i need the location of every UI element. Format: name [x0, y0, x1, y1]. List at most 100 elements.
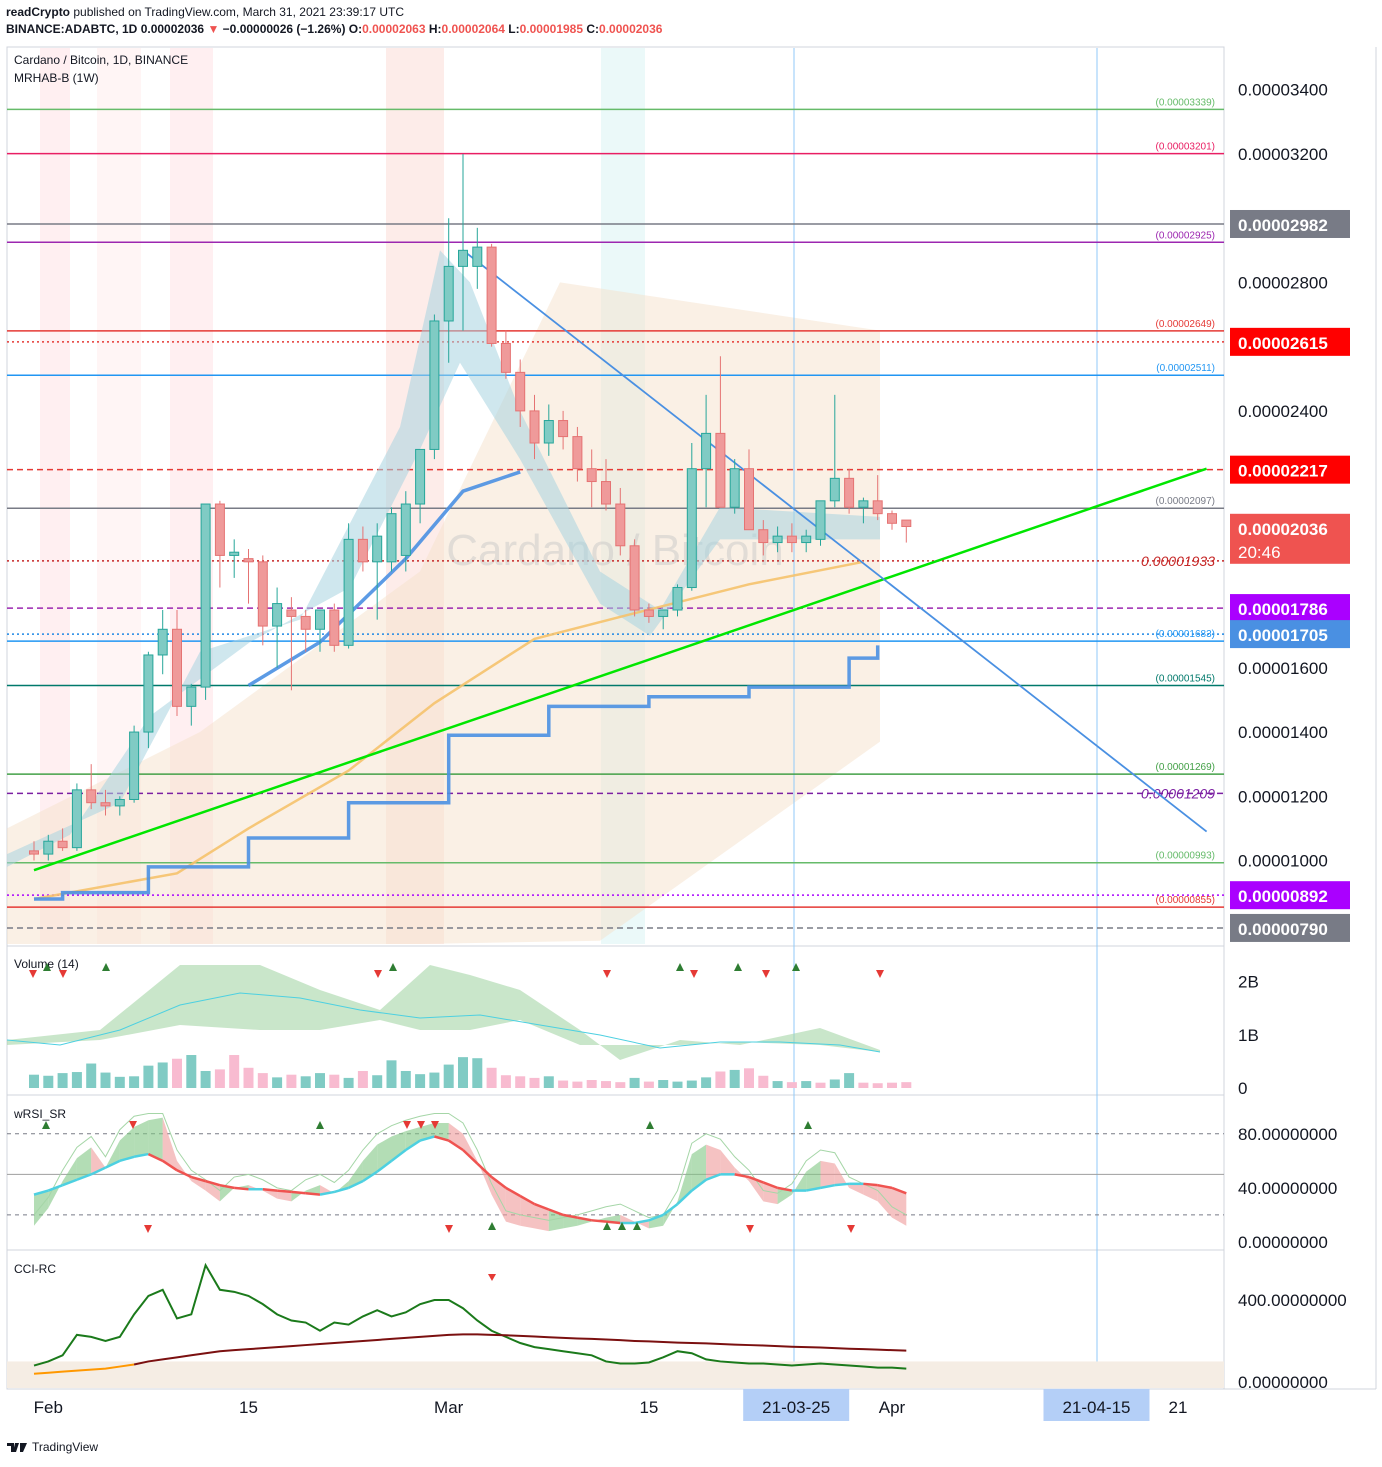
- buy-signal-icon: [792, 963, 800, 971]
- buy-signal-icon: [488, 1222, 496, 1230]
- rsi-ribbon-segment: [863, 1183, 878, 1202]
- rsi-signal-segment: [333, 1186, 349, 1194]
- rsi-thin-line: [33, 1113, 907, 1221]
- candle-body: [315, 609, 325, 630]
- volume-bar: [472, 1058, 483, 1088]
- price-badge-text: 0.00000790: [1238, 920, 1328, 939]
- rsi-signal-segment: [176, 1169, 192, 1179]
- rsi-signal-segment: [390, 1149, 407, 1162]
- last-price: 0.00002036: [140, 22, 205, 36]
- candle-body: [200, 503, 211, 688]
- rsi-signal-segment: [448, 1139, 464, 1152]
- candle-body: [386, 513, 397, 563]
- rsi-ribbon-segment: [563, 1214, 578, 1229]
- rsi-ribbon-segment: [806, 1160, 821, 1191]
- price-tick-label: 0.00001600: [1238, 659, 1328, 678]
- volume-bar: [543, 1076, 554, 1088]
- rsi-signal-segment: [305, 1192, 321, 1196]
- rsi-ribbon-segment: [334, 1181, 349, 1194]
- price-badge: [1230, 455, 1350, 484]
- rsi-signal-segment: [577, 1216, 592, 1222]
- buy-signal-icon: [734, 963, 742, 971]
- volume-bar: [200, 1070, 211, 1088]
- candle-body: [100, 802, 111, 807]
- volume-bar: [343, 1077, 354, 1088]
- symbol-label: BINANCE:ADABTC, 1D: [6, 22, 138, 36]
- volume-bar: [71, 1072, 82, 1088]
- rsi-signal-segment: [777, 1186, 793, 1192]
- rsi-signal-segment: [662, 1203, 679, 1216]
- price-badge-text: 0.00002982: [1238, 216, 1328, 235]
- time-highlight-text: 21-04-15: [1062, 1398, 1130, 1417]
- high-label: H:: [428, 22, 442, 36]
- price-badge-text: 0.00001786: [1238, 600, 1328, 619]
- volume-bar: [86, 1063, 97, 1088]
- author-name[interactable]: readCrypto: [6, 5, 71, 19]
- rsi-signal-segment: [820, 1183, 836, 1190]
- candle-body: [729, 468, 740, 508]
- volume-bar: [315, 1073, 325, 1088]
- cci-zero-band: [7, 1361, 1224, 1388]
- rsi-ribbon-segment: [534, 1204, 549, 1232]
- rsi-ribbon-segment: [34, 1190, 49, 1226]
- trend-cloud: [7, 250, 880, 867]
- moving-average-step_blue: [34, 645, 880, 901]
- rsi-signal-segment: [76, 1173, 92, 1181]
- chart-header: readCrypto published on TradingView.com,…: [0, 0, 1382, 40]
- rsi-ribbon-segment: [348, 1160, 363, 1188]
- buy-signal-icon: [389, 963, 397, 971]
- chart-canvas[interactable]: Cardano / Bitcoin(0.00003339)(0.00003201…: [0, 40, 1382, 1435]
- candle-body: [529, 410, 540, 444]
- low-value: 0.00001985: [519, 22, 584, 36]
- volume-tick-label: 0: [1238, 1079, 1247, 1098]
- volume-bar: [300, 1076, 311, 1088]
- candle-body: [172, 628, 182, 707]
- volume-bar: [815, 1082, 826, 1088]
- candle-body: [57, 840, 68, 849]
- cci-line: [33, 1262, 907, 1370]
- volume-bar: [643, 1081, 654, 1088]
- candle-body: [71, 789, 82, 849]
- price-tick-label: 0.00001200: [1238, 787, 1328, 806]
- candle-body: [114, 798, 125, 807]
- candle-body: [786, 535, 797, 544]
- volume-bar: [272, 1077, 283, 1088]
- buy-signal-icon: [43, 963, 51, 971]
- rsi-ribbon-segment: [648, 1214, 664, 1229]
- candle-body: [715, 432, 726, 508]
- rsi-ribbon-segment: [763, 1182, 778, 1205]
- level-label: (0.00001683): [1156, 629, 1216, 640]
- rsi-ribbon-segment: [405, 1127, 421, 1151]
- price-badge: [1230, 594, 1350, 623]
- candle-body: [458, 249, 468, 267]
- rsi-signal-segment: [705, 1173, 721, 1181]
- candle-body: [43, 840, 54, 855]
- rsi-ribbon-segment: [877, 1185, 892, 1218]
- rsi-signal-segment: [562, 1213, 578, 1219]
- level-label: (0.00003201): [1156, 142, 1216, 153]
- main-pane-title: Cardano / Bitcoin, 1D, BINANCE: [14, 53, 188, 67]
- rsi-signal-segment: [147, 1152, 164, 1162]
- candle-body: [601, 481, 611, 505]
- rsi-ribbon-segment: [434, 1122, 449, 1141]
- tradingview-logo-icon: [7, 1443, 27, 1452]
- cci-tick-label: 400.00000000: [1238, 1291, 1347, 1310]
- candle-body: [672, 587, 683, 611]
- volume-bar: [801, 1081, 812, 1088]
- time-tick-label: Mar: [434, 1398, 464, 1417]
- candle-body: [844, 477, 855, 508]
- candle-body: [643, 609, 654, 617]
- candle-body: [772, 535, 783, 544]
- buy-signal-icon: [646, 1121, 654, 1129]
- sell-signal-icon: [59, 970, 67, 978]
- symbol-line: BINANCE:ADABTC, 1D 0.00002036 ▼ −0.00000…: [6, 22, 662, 36]
- level-label: (0.00003339): [1156, 97, 1216, 108]
- rsi-ribbon-segment: [706, 1144, 721, 1180]
- buy-signal-icon: [603, 1222, 611, 1230]
- cci-pane-title: CCI-RC: [14, 1262, 56, 1276]
- trendline-green_support: [33, 467, 1208, 872]
- time-highlight-badge: [1043, 1389, 1150, 1421]
- rsi-ribbon-segment: [362, 1144, 378, 1182]
- price-change: −0.00000026 (−1.26%): [222, 22, 346, 36]
- volume-bar: [443, 1064, 454, 1088]
